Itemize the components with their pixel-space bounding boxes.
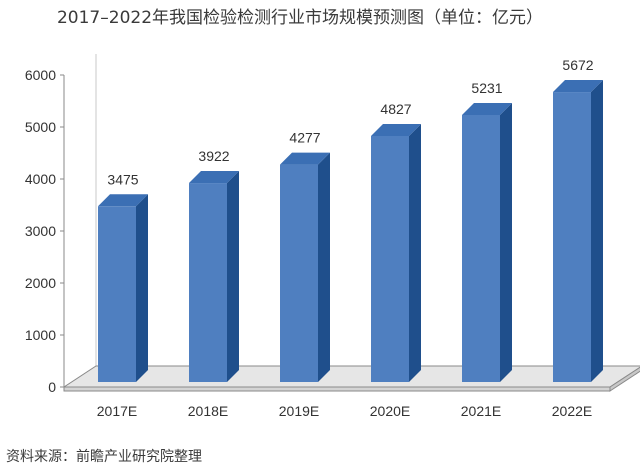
data-label: 5672 <box>562 57 593 73</box>
bar <box>553 92 591 382</box>
bar-side <box>318 152 330 382</box>
chart-title: 2017–2022年我国检验检测行业市场规模预测图（单位：亿元） <box>56 8 544 28</box>
bar-2017E <box>98 194 148 382</box>
bar-side <box>136 194 148 382</box>
chart-axes: 0 1000 2000 3000 4000 5000 6000 <box>25 54 97 395</box>
data-label: 3922 <box>198 148 229 164</box>
bar-top <box>371 123 421 136</box>
y-tick-label: 6000 <box>25 67 56 83</box>
bar-2019E <box>280 152 330 382</box>
bar-top <box>189 171 239 184</box>
bar-side <box>409 123 421 382</box>
y-tick-label: 5000 <box>25 119 56 135</box>
bar-side <box>500 102 512 382</box>
data-label: 5231 <box>471 80 502 96</box>
x-tick-label: 2019E <box>279 403 319 419</box>
bar-2018E <box>189 171 239 382</box>
bar <box>371 135 409 382</box>
y-tick-label: 1000 <box>25 327 56 343</box>
data-label: 4277 <box>289 130 320 146</box>
x-tick-label: 2017E <box>97 403 137 419</box>
x-tick-label: 2021E <box>461 403 501 419</box>
y-tick-label: 2000 <box>25 275 56 291</box>
floor-edge <box>63 386 611 392</box>
source-note: 资料来源：前瞻产业研究院整理 <box>6 449 202 465</box>
floor-side <box>609 366 640 392</box>
bar <box>462 114 500 382</box>
y-tick-label: 4000 <box>25 171 56 187</box>
bar <box>98 206 136 382</box>
bar-2020E <box>371 123 421 382</box>
x-tick-label: 2022E <box>552 403 592 419</box>
chart-bars <box>98 80 603 382</box>
x-tick-label: 2020E <box>370 403 410 419</box>
bar <box>189 183 227 382</box>
data-label: 3475 <box>107 171 138 187</box>
bar-top <box>462 102 512 115</box>
bar <box>280 164 318 382</box>
bar-side <box>227 171 239 382</box>
data-label: 4827 <box>380 101 411 117</box>
bar-chart: 0 1000 2000 3000 4000 5000 6000 3475 2017E 3922 2… <box>25 54 640 419</box>
chart-labels: 3475 2017E 3922 2018E 4277 2019E 4827 2020E 5231… <box>97 57 594 419</box>
bar-top <box>98 194 148 207</box>
bar-2021E <box>462 102 512 382</box>
bar-side <box>591 80 603 382</box>
y-tick-label: 3000 <box>25 223 56 239</box>
y-tick-label: 0 <box>48 379 56 395</box>
x-tick-label: 2018E <box>188 403 228 419</box>
bar-top <box>553 80 603 93</box>
bar-top <box>280 152 330 165</box>
bar-2022E <box>553 80 603 382</box>
